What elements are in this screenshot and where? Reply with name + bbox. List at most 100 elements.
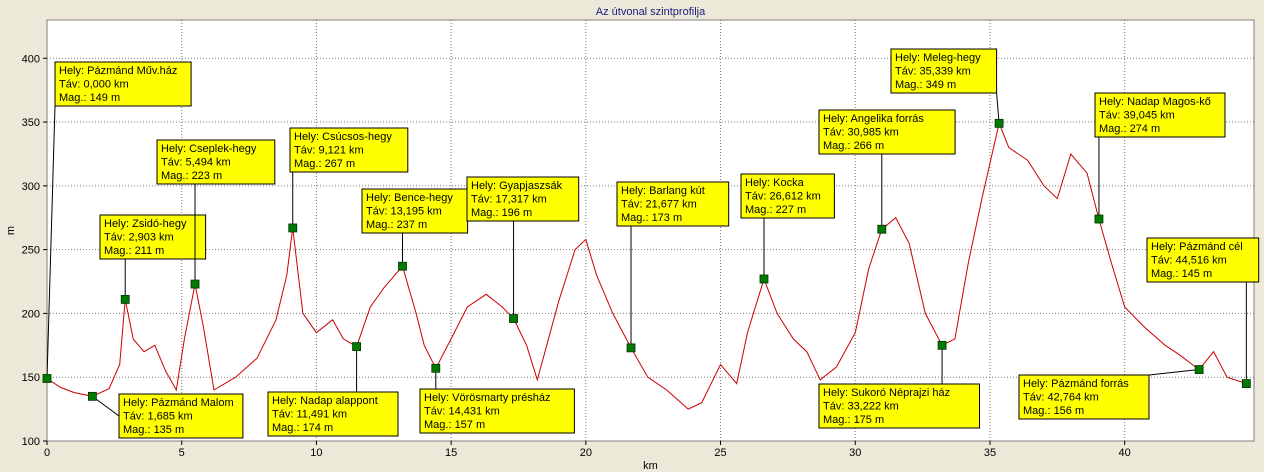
- waypoint-marker: [352, 342, 361, 351]
- waypoint-marker: [1241, 379, 1251, 388]
- annotation-text: Hely: Meleg-hegy: [895, 52, 981, 64]
- annotation-text: Hely: Nadap alappont: [272, 395, 378, 407]
- annotation-text: Táv: 26,612 km: [745, 191, 821, 203]
- annotation-text: Hely: Vörösmarty présház: [424, 392, 551, 404]
- annotation-box: [740, 173, 835, 219]
- annotation-text: Mag.: 175 m: [823, 414, 884, 426]
- annotation-text: Mag.: 274 m: [1099, 123, 1160, 135]
- y-tick-label: 250: [22, 245, 40, 257]
- x-tick-label: 5: [179, 447, 185, 459]
- annotation-text: Mag.: 267 m: [294, 158, 355, 170]
- x-tick-label: 35: [984, 447, 996, 459]
- x-tick-label: 0: [44, 447, 50, 459]
- x-tick-label: 10: [310, 447, 322, 459]
- annotation-box: [54, 61, 192, 107]
- x-tick-label: 25: [714, 447, 726, 459]
- annotation-box: [1146, 237, 1260, 283]
- annotation-text: Táv: 44,516 km: [1151, 255, 1227, 267]
- annotation-text: Hely: Barlang kút: [621, 185, 705, 197]
- waypoint-marker: [42, 374, 52, 383]
- annotation-text: Hely: Pázmánd Malom: [123, 397, 234, 409]
- y-tick-label: 300: [22, 181, 40, 193]
- annotation-text: Hely: Angelika forrás: [823, 113, 924, 125]
- annotation-box: [156, 139, 276, 185]
- waypoint-marker: [759, 274, 769, 284]
- annotation-text: Mag.: 211 m: [104, 245, 164, 257]
- waypoint-marker: [509, 314, 518, 323]
- annotation-text: Mag.: 174 m: [272, 422, 333, 434]
- annotation-text: Mag.: 349 m: [895, 79, 956, 91]
- waypoint-marker: [120, 294, 130, 304]
- x-tick-label: 20: [580, 447, 592, 459]
- annotation-box: [289, 127, 409, 173]
- waypoint-marker: [994, 118, 1004, 128]
- annotation-text: Táv: 14,431 km: [424, 406, 500, 418]
- annotation-text: Mag.: 223 m: [161, 170, 222, 182]
- waypoint-annotation: Hely: Nadap Magos-kő Táv: 39,045 kmMag.: …: [1094, 92, 1226, 224]
- annotation-text: Mag.: 196 m: [471, 207, 532, 219]
- annotation-text: Hely: Pázmánd Műv.ház: [59, 65, 177, 77]
- annotation-text: Hely: Bence-hegy: [366, 192, 453, 204]
- annotation-text: Hely: Cseplek-hegy: [161, 143, 257, 155]
- y-axis-label: m: [5, 226, 17, 235]
- annotation-text: Mag.: 173 m: [621, 212, 682, 224]
- annotation-text: Táv: 39,045 km: [1099, 110, 1175, 122]
- annotation-text: Mag.: 227 m: [745, 204, 806, 216]
- annotation-text: Táv: 9,121 km: [294, 145, 364, 157]
- waypoint-marker: [87, 391, 97, 401]
- annotation-text: Hely: Nadap Magos-kő: [1099, 96, 1211, 108]
- annotation-text: Mag.: 237 m: [366, 219, 427, 231]
- waypoint-marker: [190, 279, 200, 289]
- annotation-text: Táv: 35,339 km: [895, 66, 971, 78]
- annotation-box: [890, 48, 998, 94]
- annotation-text: Hely: Pázmánd forrás: [1023, 378, 1129, 390]
- annotation-text: Táv: 1,685 km: [123, 411, 193, 423]
- annotation-text: Hely: Sukoró Néprajzi ház: [823, 387, 950, 399]
- annotation-text: Hely: Gyapjaszsák: [471, 180, 563, 192]
- annotation-box: [118, 393, 244, 439]
- annotation-box: [99, 214, 207, 260]
- y-tick-label: 400: [22, 53, 40, 65]
- y-tick-label: 350: [22, 117, 40, 129]
- waypoint-marker: [626, 343, 636, 353]
- annotation-text: Mag.: 149 m: [59, 92, 120, 104]
- annotation-box: [616, 181, 730, 227]
- x-tick-label: 30: [849, 447, 861, 459]
- annotation-text: Mag.: 135 m: [123, 424, 184, 436]
- annotation-text: Hely: Pázmánd cél: [1151, 241, 1243, 253]
- waypoint-marker: [288, 223, 298, 233]
- waypoint-marker: [1094, 214, 1104, 224]
- plot-area: [46, 19, 1255, 442]
- waypoint-marker: [937, 340, 947, 350]
- annotation-text: Hely: Zsidó-hegy: [104, 218, 187, 230]
- annotation-text: Táv: 2,903 km: [104, 232, 174, 244]
- x-axis-label: km: [643, 460, 658, 472]
- x-tick-label: 15: [445, 447, 457, 459]
- axes: 0 5 10 15 20 25 30 35 40 100 150 200 250 300 350 400: [22, 53, 1131, 459]
- annotation-leader: [92, 395, 120, 417]
- waypoint-annotation: Hely: Angelika forrás Táv: 30,985 kmMag.:…: [818, 109, 956, 234]
- annotation-leader: [1148, 369, 1200, 376]
- y-tick-label: 200: [22, 308, 40, 320]
- x-tick-label: 40: [1119, 447, 1131, 459]
- annotation-box: [1094, 92, 1226, 138]
- annotation-text: Táv: 42,764 km: [1023, 392, 1099, 404]
- y-tick-label: 100: [22, 436, 40, 448]
- annotation-box: [419, 388, 575, 434]
- waypoint-annotation: Hely: Sukoró Néprajzi ház Táv: 33,222 kmM…: [818, 340, 980, 429]
- waypoint-marker: [431, 363, 441, 373]
- annotation-text: Táv: 13,195 km: [366, 206, 442, 218]
- annotation-text: Táv: 21,677 km: [621, 199, 697, 211]
- annotation-text: Táv: 0,000 km: [59, 79, 129, 91]
- annotation-leader: [46, 105, 56, 379]
- annotation-text: Hely: Kocka: [745, 177, 805, 189]
- annotation-text: Táv: 30,985 km: [823, 127, 899, 139]
